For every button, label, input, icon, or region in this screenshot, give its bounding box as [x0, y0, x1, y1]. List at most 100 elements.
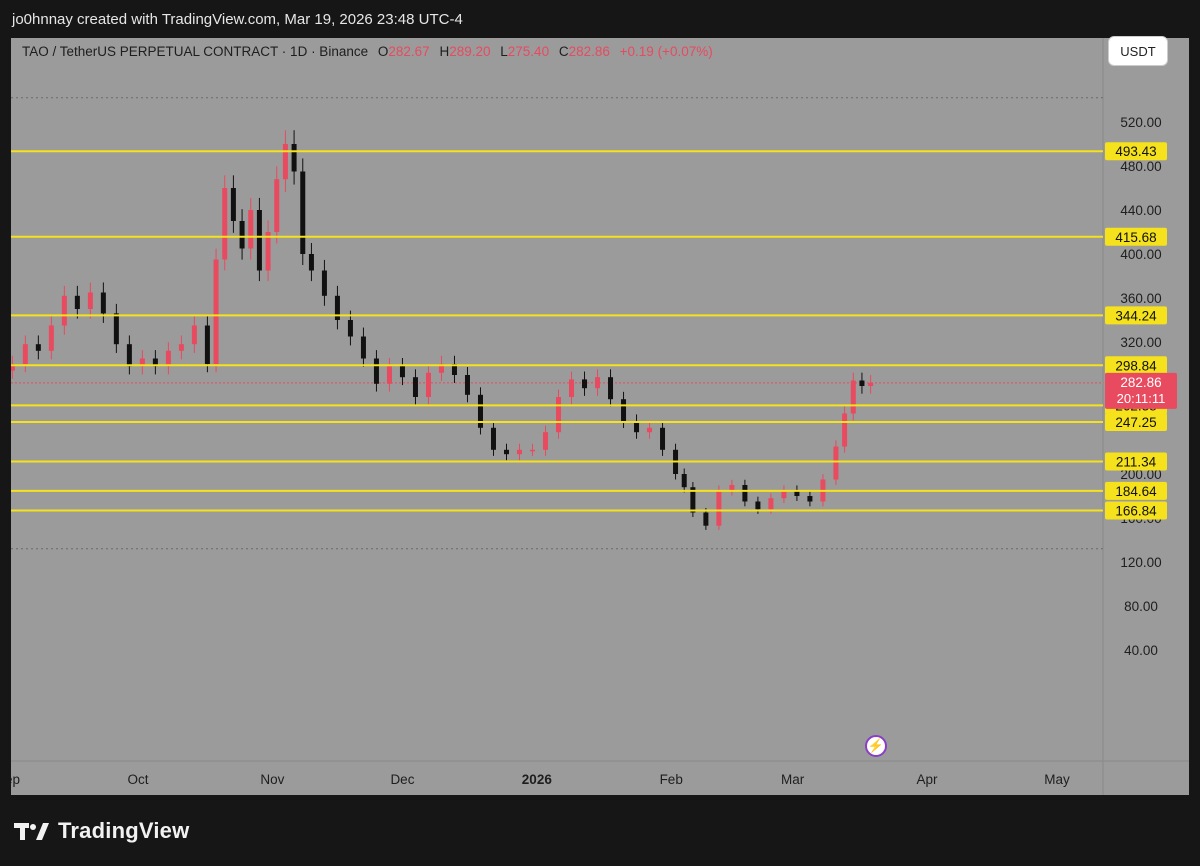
candle-body [360, 336, 366, 359]
candle-body [126, 344, 132, 367]
x-tick-label: Mar [781, 772, 805, 787]
level-price-label: 298.84 [1115, 358, 1157, 373]
close-value: 282.86 [568, 44, 610, 59]
candle-body [386, 366, 392, 384]
level-price-tag [1105, 306, 1167, 325]
candle-body [503, 449, 509, 455]
last-price-label: 282.86 [1120, 375, 1161, 390]
open-label: O [377, 44, 389, 59]
candle-body [399, 366, 405, 378]
candle-body [595, 377, 601, 389]
candle-body [556, 397, 562, 433]
candle-body [729, 485, 735, 491]
candle-body [768, 498, 774, 510]
candlestick-chart[interactable]: 520.00 480.00 440.00 400.00 360.00 320.00 200.… [11, 38, 1189, 795]
candle-body [165, 350, 171, 367]
candle-body [582, 379, 588, 389]
candle-body [308, 254, 314, 271]
candle-body [660, 427, 666, 450]
brand-name: TradingView [58, 818, 190, 843]
y-tick-label: 320.00 [1120, 335, 1161, 350]
level-price-label: 344.24 [1115, 308, 1157, 323]
candle-body [239, 221, 245, 249]
candle-body [191, 325, 197, 345]
candle-body [833, 446, 839, 480]
candle-body [425, 372, 431, 397]
candle-body [113, 313, 119, 345]
footer-bar [0, 795, 1200, 866]
candle-body [490, 427, 496, 450]
candle-body [781, 490, 787, 499]
candle-body [230, 188, 236, 221]
candle-body [100, 292, 106, 314]
candle-body [464, 375, 470, 395]
y-tick-label: 80.00 [1124, 599, 1158, 614]
candle-body [334, 295, 340, 320]
lightning-icon[interactable]: ⚡ [865, 735, 887, 757]
candle-body [755, 501, 761, 510]
candle-body [681, 474, 687, 488]
y-tick-label: 440.00 [1120, 203, 1161, 218]
candle-body [321, 270, 327, 296]
x-tick-label: Feb [660, 772, 683, 787]
candle-body [716, 490, 722, 526]
candle-body [213, 259, 219, 364]
level-price-tag [1105, 356, 1167, 375]
candle-body [807, 496, 813, 502]
open-value: 282.67 [388, 44, 430, 59]
candle-body [451, 364, 457, 375]
x-tick-label: Sep [11, 772, 20, 787]
y-tick-label: 480.00 [1120, 159, 1161, 174]
y-tick-label: 40.00 [1124, 643, 1158, 658]
candle-body [530, 449, 535, 452]
high-label: H [439, 44, 450, 59]
candle-body [300, 171, 306, 254]
candle-body [703, 512, 709, 526]
candle-body [412, 377, 418, 397]
candle-body [222, 188, 228, 260]
currency-unit-button[interactable]: USDT [1108, 36, 1168, 66]
level-price-tag [1105, 501, 1167, 520]
candle-body [690, 487, 696, 513]
candle-body [477, 394, 483, 428]
y-tick-label: 400.00 [1120, 247, 1161, 262]
change-value: +0.19 (+0.07%) [619, 44, 713, 59]
candle-body [742, 485, 748, 502]
level-price-label: 184.64 [1115, 484, 1157, 499]
x-tick-label: Apr [916, 772, 938, 787]
bar-countdown-label: 20:11:11 [1117, 391, 1166, 406]
candle-body [61, 295, 67, 326]
candle-body [35, 344, 41, 351]
last-price-tag [1105, 372, 1177, 409]
candle-body [516, 449, 522, 455]
tradingview-logo[interactable]: TradingView [14, 818, 189, 844]
candle-body [868, 382, 874, 386]
x-tick-label: May [1044, 772, 1070, 787]
candle-body [621, 399, 627, 422]
candle-body [794, 490, 800, 496]
candle-body [11, 364, 15, 371]
tradingview-logo-icon [14, 823, 49, 840]
level-price-tag [1105, 227, 1167, 246]
high-value: 289.20 [449, 44, 491, 59]
level-price-label: 166.84 [1115, 503, 1157, 518]
level-price-label: 247.25 [1115, 415, 1156, 430]
x-tick-label: Dec [390, 772, 414, 787]
candle-body [569, 379, 575, 397]
candle-body [634, 421, 640, 433]
candle-body [22, 344, 28, 364]
candle-body [608, 377, 614, 400]
level-price-label: 211.34 [1116, 455, 1157, 470]
candle-body [87, 292, 93, 309]
candle-body [438, 364, 444, 373]
candle-body [850, 380, 856, 414]
x-tick-label: Oct [128, 772, 149, 787]
low-value: 275.40 [507, 44, 550, 59]
candle-body [274, 179, 280, 232]
y-tick-label: 520.00 [1120, 115, 1161, 130]
candle-body [256, 210, 262, 271]
x-tick-label: Nov [260, 772, 284, 787]
low-label: L [500, 44, 508, 59]
candle-body [859, 380, 865, 386]
chart-frame[interactable] [11, 38, 1189, 795]
